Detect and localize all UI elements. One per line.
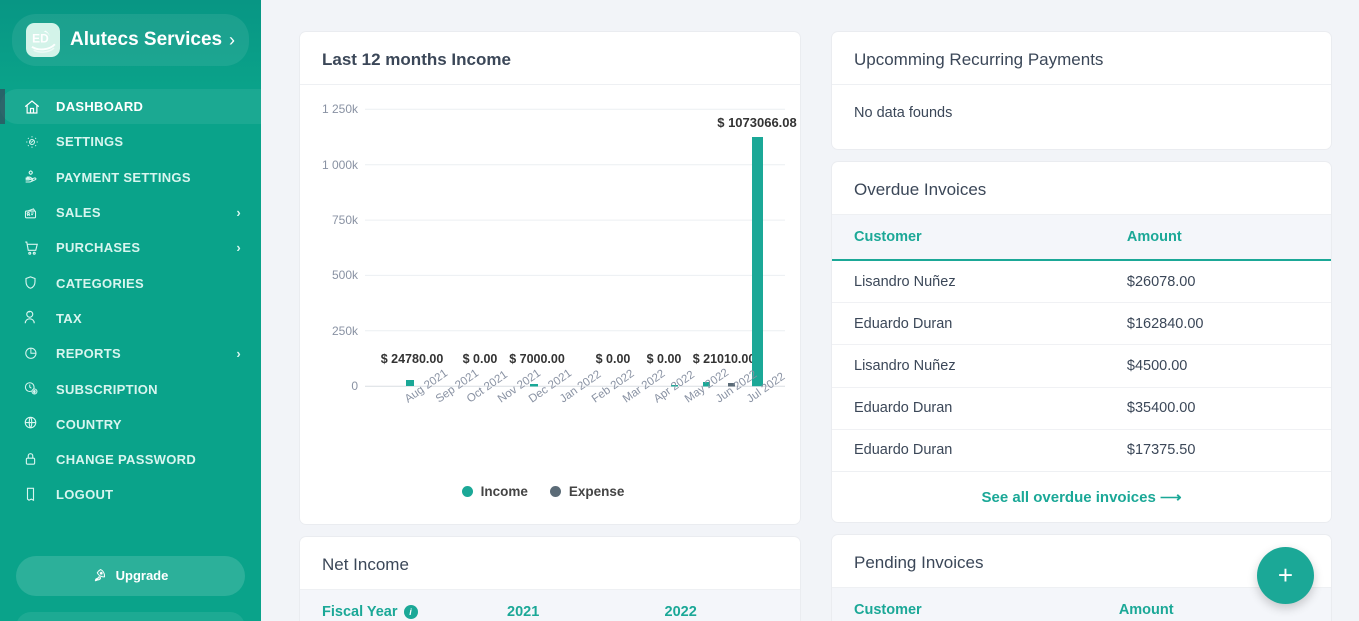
svg-text:$ 7000.00: $ 7000.00 [509,352,565,366]
svg-text:$ 0.00: $ 0.00 [463,352,498,366]
svg-text:$ 0.00: $ 0.00 [647,352,682,366]
svg-text:500k: 500k [332,268,359,282]
svg-text:$: $ [34,390,36,394]
svg-text:$ 21010.00: $ 21010.00 [693,352,756,366]
svg-text:$ 0.00: $ 0.00 [596,352,631,366]
svg-text:ED: ED [32,32,49,46]
svg-text:$ 24780.00: $ 24780.00 [381,352,444,366]
svg-text:1 000k: 1 000k [322,158,359,172]
svg-text:250k: 250k [332,324,359,338]
svg-text:1 250k: 1 250k [322,102,359,116]
svg-text:750k: 750k [332,213,359,227]
svg-text:0: 0 [351,379,358,393]
svg-text:$ 1073066.08: $ 1073066.08 [717,115,797,130]
